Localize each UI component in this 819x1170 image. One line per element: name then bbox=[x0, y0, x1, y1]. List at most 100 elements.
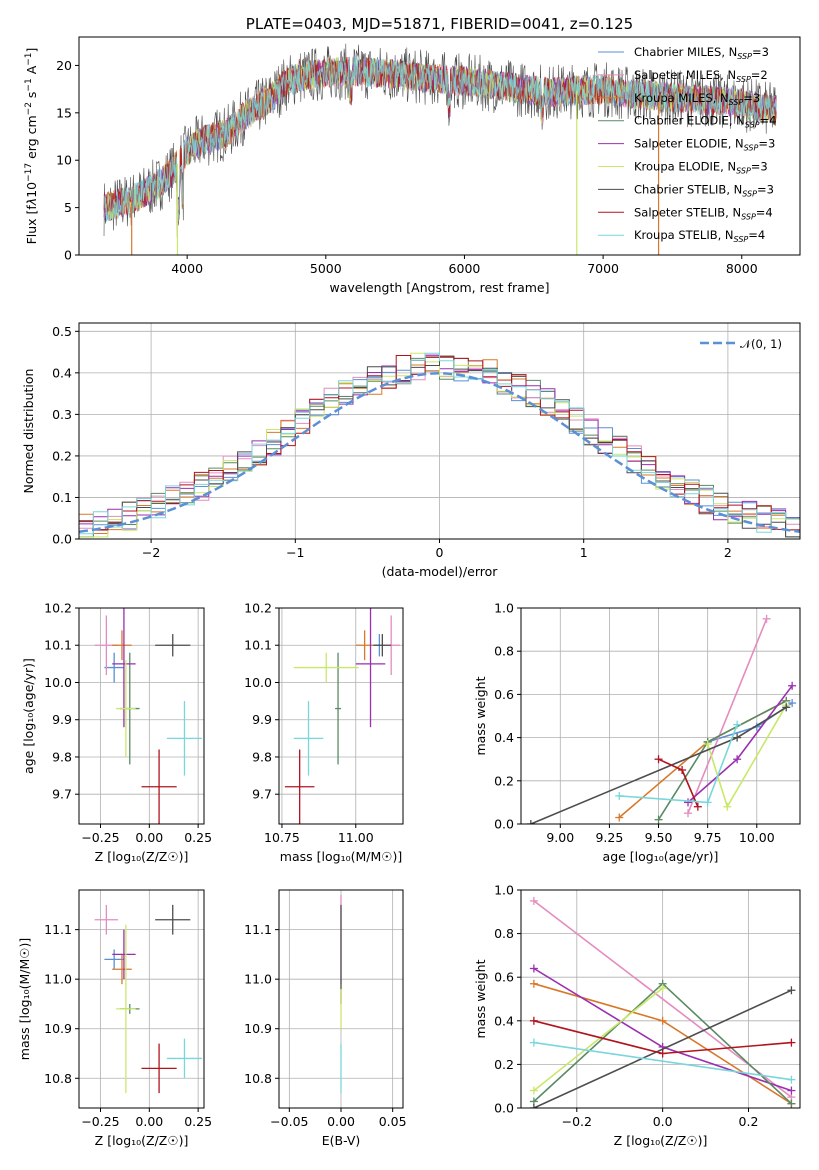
legend-subscript: SSP bbox=[745, 121, 760, 130]
chart-title: PLATE=0403, MJD=51871, FIBERID=0041, z=0… bbox=[246, 15, 633, 33]
y-tick-label: 9.7 bbox=[52, 787, 72, 802]
y-tick-label: 0.4 bbox=[494, 1013, 514, 1028]
y-tick-label: 0.1 bbox=[52, 490, 72, 505]
spectrum-axes: 4000 5000 6000 7000 8000 0 5 10 15 20 bbox=[56, 58, 758, 276]
y-tick-label: 1.0 bbox=[494, 601, 514, 616]
y-tick-label: 10.8 bbox=[44, 1071, 72, 1086]
y-tick-label: 0.4 bbox=[52, 365, 72, 380]
x-tick-label: 7000 bbox=[587, 261, 619, 276]
y-tick-label: 0.5 bbox=[52, 324, 72, 339]
x-tick-label: 0.00 bbox=[135, 1114, 163, 1129]
y-tick-label: 10.8 bbox=[244, 1071, 272, 1086]
legend-tail: =4 bbox=[756, 205, 773, 219]
legend-tail: =3 bbox=[743, 91, 760, 105]
legend-text: Kroupa STELIB, N bbox=[634, 228, 734, 242]
x-tick-label: 4000 bbox=[171, 261, 203, 276]
model-line-salpeter-stelib bbox=[103, 56, 777, 226]
errorbar-6-frame bbox=[278, 889, 404, 1109]
y-label-part: −17 bbox=[24, 163, 34, 182]
y-tick-label: 0.0 bbox=[494, 817, 514, 832]
x-tick-label: 10.00 bbox=[739, 830, 775, 845]
errorbar-marks bbox=[94, 904, 203, 1094]
legend-label: Kroupa MILES, NSSP=3 bbox=[634, 91, 760, 107]
x-tick-label: −0.25 bbox=[81, 1114, 119, 1129]
legend-tail: =2 bbox=[751, 68, 768, 82]
y-tick-label: 10.9 bbox=[44, 1021, 72, 1036]
x-axis-label: E(B-V) bbox=[322, 1133, 361, 1148]
legend-subscript: SSP bbox=[741, 212, 756, 221]
y-label-part: λ bbox=[24, 198, 39, 206]
x-tick-label: 0.2 bbox=[739, 1114, 759, 1129]
y-tick-label: 0.8 bbox=[494, 926, 514, 941]
weight-line bbox=[618, 700, 787, 819]
x-axis-label: Z [log₁₀(Z/Z☉)] bbox=[95, 849, 189, 864]
y-tick-label: 0.8 bbox=[494, 644, 514, 659]
y-tick-label: 0.2 bbox=[494, 773, 514, 788]
legend-subscript: SSP bbox=[744, 144, 759, 153]
y-tick-label: 15 bbox=[56, 105, 72, 120]
legend-text: Chabrier MILES, N bbox=[634, 45, 737, 59]
x-tick-label: −0.25 bbox=[81, 830, 119, 845]
x-tick-label: 0 bbox=[436, 545, 444, 560]
y-tick-label: 10.1 bbox=[244, 638, 272, 653]
histogram-steps bbox=[79, 352, 800, 539]
weight-line bbox=[706, 704, 787, 809]
legend-tail: =4 bbox=[748, 228, 765, 242]
legend-text: Chabrier ELODIE, N bbox=[634, 114, 745, 128]
x-tick-label: 0.00 bbox=[135, 830, 163, 845]
weight-lines bbox=[526, 614, 797, 824]
legend-label: Chabrier STELIB, NSSP=3 bbox=[634, 182, 774, 198]
legend-label: Chabrier ELODIE, NSSP=4 bbox=[634, 114, 776, 130]
legend-tail: =4 bbox=[760, 114, 777, 128]
x-tick-label: 9.75 bbox=[694, 830, 722, 845]
weight-4-axes: 9.00 9.25 9.50 9.75 10.00 0.0 0.2 0.4 0.6 0.8 1.0 bbox=[494, 601, 800, 845]
y-axis-label: Flux [fλ10−17 erg cm−2 s−1 A−1] bbox=[24, 48, 39, 245]
y-tick-label: 10.1 bbox=[44, 638, 72, 653]
y-tick-label: 0.4 bbox=[494, 730, 514, 745]
legend-label: Kroupa ELODIE, NSSP=3 bbox=[634, 160, 768, 176]
y-axis-label: Normed distribution bbox=[21, 369, 36, 494]
legend-label: 𝒩(0, 1) bbox=[740, 337, 782, 351]
x-tick-label: 1 bbox=[580, 545, 588, 560]
y-tick-label: 10.0 bbox=[244, 675, 272, 690]
y-axis-label: mass weight bbox=[473, 676, 488, 755]
y-label-part: 10 bbox=[24, 182, 39, 198]
x-tick-label: 0.00 bbox=[327, 1114, 355, 1129]
legend-subscript: SSP bbox=[736, 167, 751, 176]
y-tick-label: 9.8 bbox=[252, 749, 272, 764]
y-tick-label: 0.3 bbox=[52, 407, 72, 422]
y-tick-label: 10.0 bbox=[44, 675, 72, 690]
x-tick-label: −1 bbox=[286, 545, 304, 560]
y-tick-label: 11.1 bbox=[244, 922, 272, 937]
weight-line bbox=[533, 1041, 792, 1081]
y-axis-label: age [log₁₀(age/yr)] bbox=[21, 658, 36, 774]
weight-line bbox=[687, 618, 768, 814]
x-axis-label: age [log₁₀(age/yr)] bbox=[603, 849, 719, 864]
x-tick-label: −0.2 bbox=[562, 1114, 592, 1129]
weight-line bbox=[533, 989, 792, 1108]
y-tick-label: 0.2 bbox=[52, 448, 72, 463]
errorbar-5-frame bbox=[78, 889, 205, 1109]
y-label-part: Flux [f bbox=[24, 205, 39, 245]
errorbar-marks bbox=[94, 608, 203, 824]
legend-label: Salpeter MILES, NSSP=2 bbox=[634, 68, 768, 84]
y-tick-label: 0.6 bbox=[494, 687, 514, 702]
legend-label: Kroupa STELIB, NSSP=4 bbox=[634, 228, 765, 244]
legend-text: Salpeter MILES, N bbox=[634, 68, 736, 82]
y-tick-label: 0.2 bbox=[494, 1057, 514, 1072]
weight-line bbox=[533, 987, 664, 1092]
legend-label: Chabrier MILES, NSSP=3 bbox=[634, 45, 769, 61]
legend-text: Kroupa ELODIE, N bbox=[634, 160, 736, 174]
x-tick-label: 9.50 bbox=[645, 830, 673, 845]
errorbar-5-axes: −0.25 0.00 0.25 10.8 10.9 11.0 11.1 bbox=[44, 890, 212, 1129]
legend-subscript: SSP bbox=[729, 98, 744, 107]
y-tick-label: 10.2 bbox=[44, 601, 72, 616]
spectrum-frame bbox=[78, 36, 801, 256]
histogram-axes: −2 −1 0 1 2 0.0 0.1 0.2 0.3 0.4 0.5 bbox=[52, 323, 800, 560]
y-tick-label: 9.7 bbox=[252, 787, 272, 802]
x-axis-label: mass [log₁₀(M/M☉)] bbox=[280, 849, 402, 864]
y-tick-label: 11.0 bbox=[244, 972, 272, 987]
y-tick-label: 1.0 bbox=[494, 883, 514, 898]
legend-text: Chabrier STELIB, N bbox=[634, 182, 742, 196]
